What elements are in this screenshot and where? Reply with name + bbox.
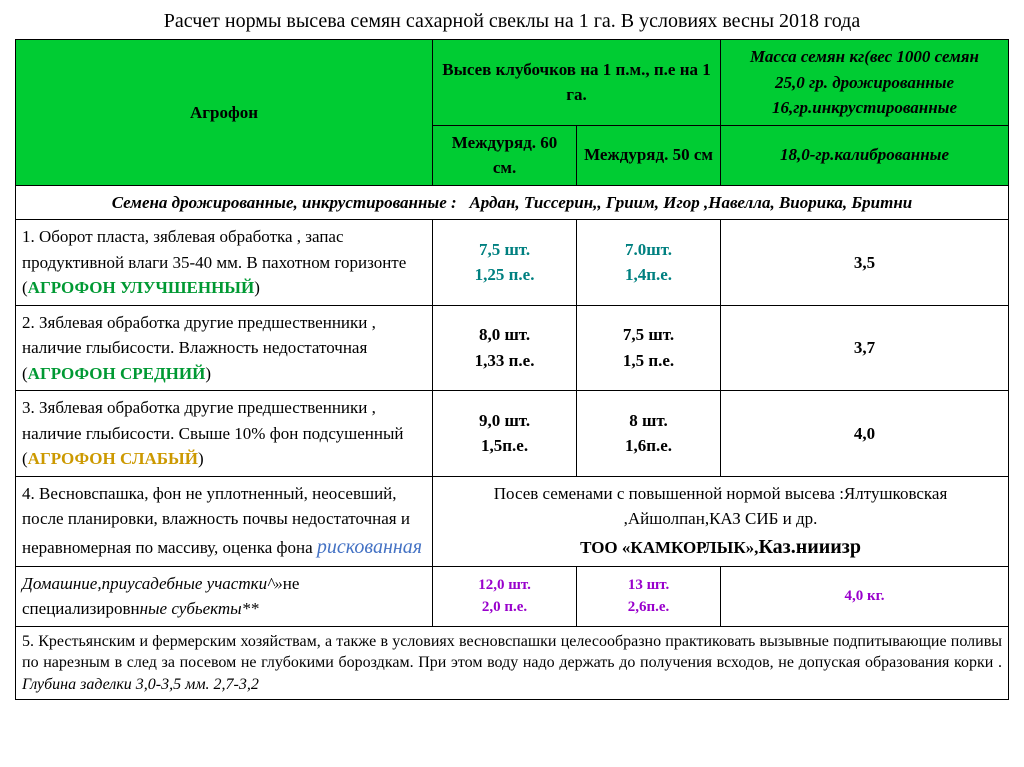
agrofon-label: АГРОФОН СЛАБЫЙ xyxy=(28,449,198,468)
hdr-mass: Масса семян кг(вес 1000 семян 25,0 гр. д… xyxy=(721,40,1009,126)
hdr-inter60: Междуряд. 60 см. xyxy=(433,125,577,185)
hdr-sowing: Высев клубочков на 1 п.м., п.е на 1 га. xyxy=(433,40,721,126)
table-row-household: Домашние,приусадебные участки^»не специа… xyxy=(16,566,1009,626)
subheader-prefix: Семена дрожированные, инкрустированные : xyxy=(112,193,457,212)
table-row-risky: 4. Весновспашка, фон не уплотненный, нео… xyxy=(16,476,1009,566)
table-row: 1. Оборот пласта, зяблевая обработка , з… xyxy=(16,220,1009,306)
merged-note-line1: Посев семенами с повышенной нормой высев… xyxy=(494,484,948,529)
page-title: Расчет нормы высева семян сахарной свекл… xyxy=(15,10,1009,33)
table-row: 3. Зяблевая обработка другие предшествен… xyxy=(16,391,1009,477)
agrofon-label: АГРОФОН УЛУЧШЕННЫЙ xyxy=(28,278,255,297)
subheader-varieties: Ардан, Тиссерин,, Гриим, Игор ,Навелла, … xyxy=(469,193,912,212)
hdr-agrofon: Агрофон xyxy=(16,40,433,186)
header-row-1: Агрофон Высев клубочков на 1 п.м., п.е н… xyxy=(16,40,1009,126)
hdr-calibrated: 18,0-гр.калиброванные xyxy=(721,125,1009,185)
agrofon-label: АГРОФОН СРЕДНИЙ xyxy=(28,364,206,383)
table-row: 2. Зяблевая обработка другие предшествен… xyxy=(16,305,1009,391)
seed-rate-table: Агрофон Высев клубочков на 1 п.м., п.е н… xyxy=(15,39,1009,700)
hdr-inter50: Междуряд. 50 см xyxy=(577,125,721,185)
footnote-row: 5. Крестьянским и фермерским хозяйствам,… xyxy=(16,626,1009,700)
subheader-row: Семена дрожированные, инкрустированные :… xyxy=(16,185,1009,220)
risk-label: рискованная xyxy=(317,536,422,558)
